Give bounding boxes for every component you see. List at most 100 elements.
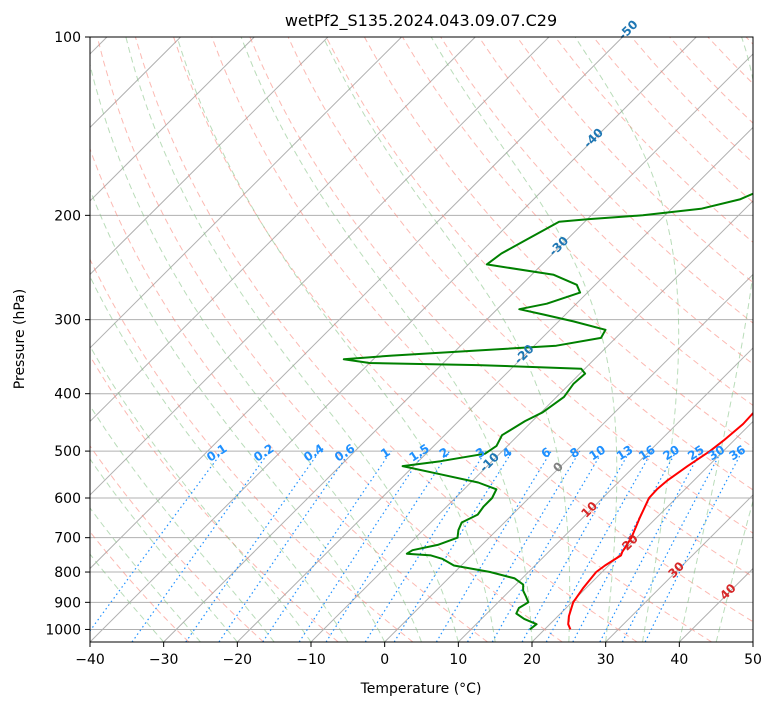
x-tick-label: −30 — [149, 652, 179, 668]
x-tick-label: 10 — [449, 652, 467, 668]
dry-adiabat-line — [325, 37, 753, 491]
dry-adiabat-line — [90, 147, 488, 642]
y-tick-label: 500 — [54, 444, 81, 460]
moist-adiabat-line — [90, 553, 165, 642]
dry-adiabat-line — [90, 258, 414, 642]
dry-adiabat-line — [90, 355, 339, 642]
y-axis-label: Pressure (hPa) — [12, 289, 28, 389]
moist-adiabat-line — [90, 345, 312, 642]
y-tick-label: 600 — [54, 491, 81, 507]
mixing-ratio-label: 6 — [539, 445, 554, 461]
plot-frame — [89, 36, 754, 643]
mixing-ratio-label: 0.1 — [204, 441, 229, 464]
isotherm-line — [605, 494, 753, 642]
x-tick-label: 20 — [523, 652, 541, 668]
isotherm-line — [90, 37, 476, 423]
isotherm-line — [90, 37, 623, 570]
dry-adiabat-line — [249, 37, 753, 578]
x-tick-label: 50 — [744, 652, 762, 668]
mixing-ratio-line — [185, 450, 321, 642]
isotherm-line — [90, 37, 255, 202]
mixing-ratio-label: 30 — [706, 442, 728, 463]
isotherm-line — [531, 420, 753, 642]
mixing-ratio-line — [90, 450, 224, 632]
isotherm-line — [90, 37, 550, 496]
isotherm-line — [236, 126, 753, 642]
moist-adiabat-line — [90, 507, 201, 642]
mixing-ratio-label: 1 — [378, 445, 393, 461]
isotherm-line — [678, 567, 753, 642]
y-tick-label: 300 — [54, 313, 81, 329]
moist-adiabat-line — [574, 37, 680, 642]
inline-labels: 0.10.20.40.611.52346810131620253036-100-… — [204, 17, 749, 603]
mixing-ratio-label: 4 — [500, 445, 515, 461]
isotherm-line — [384, 273, 753, 642]
dewpoint-profile-line — [342, 192, 753, 631]
moist-adiabat-line — [176, 37, 496, 642]
isotherm-line — [90, 37, 329, 276]
dry-adiabat-line — [592, 37, 753, 203]
moist-adiabat-line — [715, 499, 753, 642]
mixing-ratio-line — [393, 450, 513, 642]
isotherm-label: 10 — [578, 499, 600, 521]
mixing-ratio-label: 20 — [660, 442, 682, 463]
dry-adiabat-line — [707, 37, 753, 85]
isotherm-label: -30 — [546, 234, 571, 259]
moist-adiabat-line — [125, 37, 459, 642]
mixing-ratio-line — [131, 450, 271, 642]
x-axis: −40 −30 −20 −10 0 10 20 30 40 50 — [75, 642, 762, 668]
dry-adiabat-line — [745, 37, 753, 45]
moist-adiabat-line — [90, 62, 422, 642]
dry-adiabat-line — [440, 37, 753, 365]
isotherm-label: 0 — [550, 459, 566, 475]
moist-adiabat-line — [90, 458, 238, 642]
mixing-ratio-line — [599, 450, 702, 642]
moist-adiabat-line — [90, 404, 275, 642]
mixing-ratio-line — [644, 450, 743, 642]
mixing-ratio-label: 36 — [727, 442, 749, 463]
moist-adiabat-line — [90, 275, 349, 642]
mixing-ratio-line — [364, 450, 487, 642]
mixing-ratio-label: 0.2 — [251, 441, 276, 464]
y-tick-label: 1000 — [45, 622, 81, 638]
y-tick-label: 400 — [54, 387, 81, 403]
dry-adiabat-line — [287, 37, 753, 534]
y-tick-label: 100 — [54, 30, 81, 46]
y-tick-label: 200 — [54, 208, 81, 224]
isotherm-line — [163, 53, 753, 642]
isotherm-label: 40 — [717, 581, 739, 603]
dry-adiabat-line — [90, 445, 264, 642]
background-lines — [90, 37, 753, 642]
y-tick-label: 900 — [54, 595, 81, 611]
y-tick-label: 700 — [54, 531, 81, 547]
mixing-ratio-label: 0.6 — [332, 441, 357, 464]
mixing-ratio-label: 0.4 — [301, 441, 326, 464]
mixing-ratio-line — [325, 450, 451, 642]
moist-adiabat-line — [90, 188, 386, 642]
x-axis-label: Temperature (°C) — [360, 681, 482, 697]
x-tick-label: −20 — [223, 652, 253, 668]
mixing-ratio-line — [298, 450, 426, 642]
dry-adiabat-line — [211, 37, 753, 623]
isotherm-line — [457, 347, 753, 642]
y-axis: 1000 900 800 700 600 500 400 300 200 100 — [45, 30, 90, 638]
mixing-ratio-label: 25 — [685, 442, 707, 463]
x-tick-label: −40 — [75, 652, 105, 668]
series-layer — [342, 192, 753, 631]
y-tick-label: 800 — [54, 565, 81, 581]
x-tick-label: 40 — [670, 652, 688, 668]
mixing-ratio-line — [435, 450, 552, 642]
dry-adiabat-line — [516, 37, 753, 284]
temperature-profile-line — [567, 411, 753, 630]
moist-adiabat-line — [322, 37, 571, 642]
dry-adiabat-line — [173, 37, 712, 642]
moist-adiabat-line — [678, 37, 753, 642]
isotherm-line — [752, 641, 753, 642]
mixing-ratio-label: 10 — [587, 442, 609, 463]
mixing-ratio-label: 1.5 — [406, 441, 431, 464]
dry-adiabat-line — [90, 530, 190, 642]
dry-adiabat-line — [669, 37, 753, 124]
isotherm-label: -50 — [615, 17, 640, 42]
mixing-ratio-line — [466, 450, 581, 642]
